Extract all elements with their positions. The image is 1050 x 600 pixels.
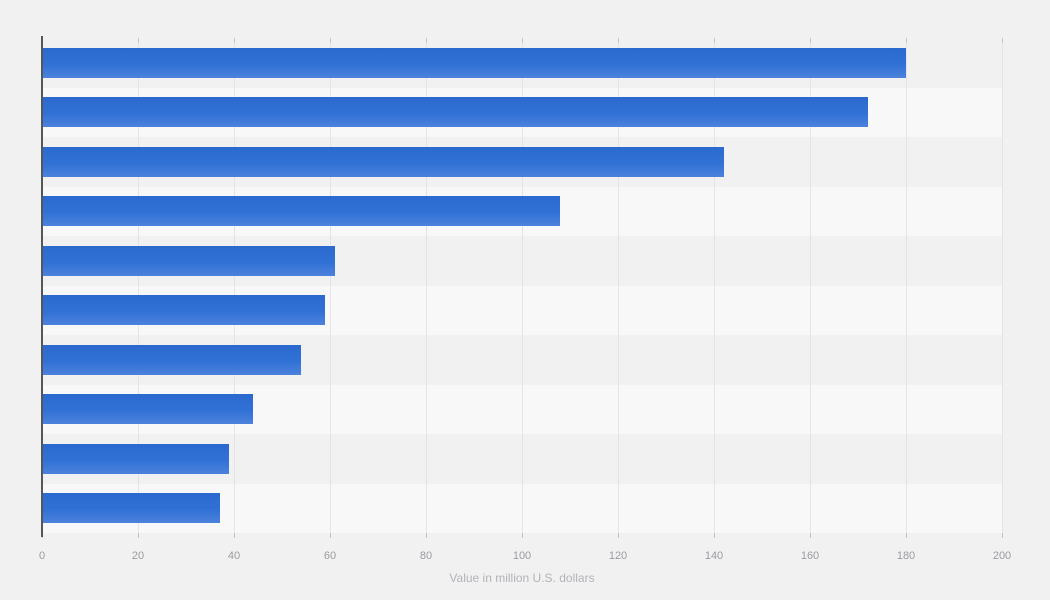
x-tick-label: 180 [896,550,916,562]
x-tick-mark [714,533,715,538]
x-axis: 0 20 40 60 80 100 120 140 160 180 200 [38,533,1011,563]
bar[interactable] [42,97,868,128]
x-tick-label: 40 [227,550,241,562]
x-tick-label: 100 [512,550,532,562]
x-tick-mark [138,533,139,538]
x-tick-label: 160 [800,550,820,562]
gridline [906,38,907,533]
x-tick-mark [810,533,811,538]
x-tick-label: 0 [38,550,46,562]
plot-area [42,38,1003,538]
x-tick-label: 120 [608,550,628,562]
gridline [618,38,619,533]
gridline [1002,38,1003,533]
bar[interactable] [42,146,724,177]
x-tick-mark [234,533,235,538]
gridline [522,38,523,533]
gridline [426,38,427,533]
x-tick-label: 80 [419,550,433,562]
gridline [138,38,139,533]
bar[interactable] [42,344,302,375]
bar[interactable] [42,196,561,227]
bar[interactable] [42,443,230,474]
gridline [810,38,811,533]
x-tick-label: 20 [131,550,145,562]
x-tick-mark [906,533,907,538]
x-tick-mark [330,533,331,538]
bar[interactable] [42,493,220,524]
x-tick-mark [1002,533,1003,538]
gridline [234,38,235,533]
x-tick-mark [426,533,427,538]
x-tick-mark [618,533,619,538]
x-tick-label: 200 [992,550,1012,562]
x-tick-mark [522,533,523,538]
bar[interactable] [42,245,335,276]
bar[interactable] [42,47,906,78]
gridline [330,38,331,533]
gridline [714,38,715,533]
bar[interactable] [42,295,326,326]
x-tick-label: 140 [704,550,724,562]
bar[interactable] [42,394,254,425]
x-tick-label: 60 [323,550,337,562]
y-axis-line [41,36,43,537]
x-axis-title-label: Value in million U.S. dollars [449,571,595,585]
